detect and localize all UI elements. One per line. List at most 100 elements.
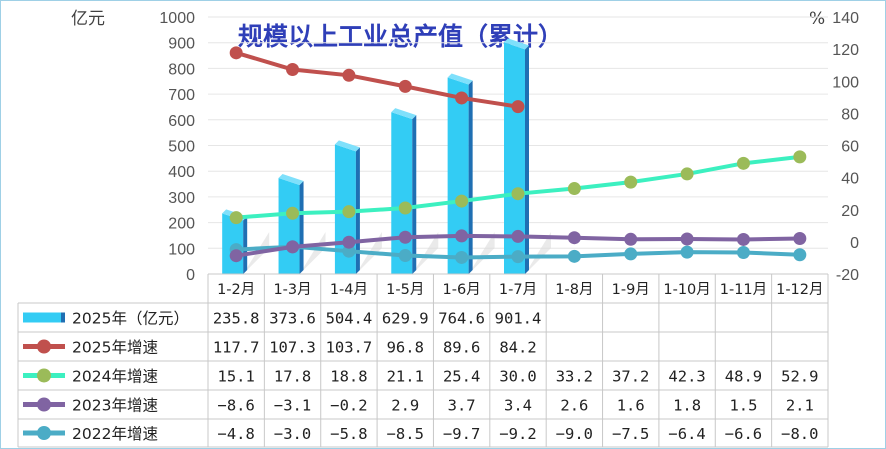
series-point: [455, 250, 469, 264]
series-point: [342, 244, 356, 258]
series-point: [229, 249, 243, 263]
table-cell-value: 629.9: [382, 310, 429, 328]
bar-side: [243, 216, 248, 274]
bar: [447, 77, 469, 274]
bar-shadow: [468, 232, 495, 274]
left-axis-tick-label: 500: [168, 139, 195, 156]
legend-swatch-marker: [37, 426, 51, 440]
table-cell-value: −6.4: [668, 425, 705, 443]
left-axis-tick-label: 100: [168, 241, 195, 258]
table-cell-value: 2.9: [391, 397, 419, 415]
left-axis-tick-label: 400: [168, 164, 195, 181]
category-label: 1-11月: [720, 282, 767, 298]
series-point: [567, 231, 581, 245]
table-cell-value: −6.6: [725, 425, 762, 443]
bar: [278, 177, 300, 274]
table-cell-value: 25.4: [443, 368, 480, 386]
category-label: 1-8月: [555, 282, 593, 298]
bar-top: [504, 38, 529, 50]
series-point: [342, 205, 356, 219]
bar-top: [334, 140, 360, 152]
category-label: 1-7月: [499, 282, 537, 298]
table-cell-value: 89.6: [443, 339, 480, 357]
table-cell-value: 84.2: [499, 339, 536, 357]
category-label: 1-6月: [443, 282, 481, 298]
category-label: 1-5月: [386, 282, 424, 298]
right-axis-tick-label: 0: [850, 235, 859, 252]
right-axis-tick-label: 20: [841, 203, 859, 220]
right-axis-tick-label: 120: [832, 42, 859, 59]
table-cell-value: 96.8: [387, 339, 424, 357]
category-label: 1-9月: [612, 282, 650, 298]
right-axis-tick-label: 60: [841, 139, 859, 156]
category-label: 1-3月: [273, 282, 311, 298]
legend-swatch-marker: [37, 368, 51, 383]
table-cell-value: 117.7: [213, 339, 260, 357]
table-cell-value: 37.2: [612, 368, 649, 386]
series-point: [286, 206, 300, 220]
table-cell-value: −5.8: [330, 425, 367, 443]
legend-label: 2024年增速: [72, 368, 158, 386]
category-label: 1-2月: [217, 282, 255, 298]
series-point: [229, 46, 243, 60]
series-point: [342, 68, 356, 82]
series-point: [398, 249, 412, 263]
table-cell-value: −4.8: [218, 425, 255, 443]
legend-swatch-marker: [37, 339, 51, 354]
table-cell-value: 18.8: [330, 368, 367, 386]
series-point: [286, 240, 300, 254]
legend-swatch-marker: [37, 397, 51, 412]
table-cell-value: 1.5: [729, 397, 757, 415]
left-axis-tick-label: 1000: [159, 10, 195, 27]
table-cell-value: 373.6: [269, 310, 316, 328]
series-point: [286, 63, 300, 77]
table-cell-value: 504.4: [326, 310, 373, 328]
table-cell-value: 2.6: [560, 397, 588, 415]
category-label: 1-10月: [663, 282, 710, 298]
series-point: [398, 201, 412, 215]
series-point: [398, 230, 412, 244]
series-point: [511, 187, 525, 201]
legend-label: 2022年增速: [72, 425, 158, 443]
table-cell-value: 2.1: [786, 397, 814, 415]
left-axis-tick-label: 600: [168, 113, 195, 130]
table-cell-value: 15.1: [218, 368, 255, 386]
table-cell-value: −9.2: [499, 425, 536, 443]
table-cell-value: 33.2: [556, 368, 593, 386]
legend-label: 2023年增速: [72, 397, 158, 415]
series-point: [455, 194, 469, 208]
table-cell-value: 235.8: [213, 310, 260, 328]
series-point: [342, 235, 356, 249]
legend-swatch-bar: [23, 312, 63, 323]
left-axis-tick-label: 300: [168, 190, 195, 207]
bar-shadow: [299, 232, 326, 274]
series-line: [235, 50, 519, 109]
series-point: [229, 211, 243, 225]
series-point: [511, 250, 525, 264]
table-cell-value: −8.6: [218, 397, 255, 415]
legend-label: 2025年（亿元）: [72, 310, 189, 328]
series-point: [793, 150, 807, 164]
table-cell-value: −3.0: [274, 425, 311, 443]
series-point: [680, 167, 694, 181]
table-cell-value: 103.7: [326, 339, 373, 357]
bar-side: [525, 45, 529, 275]
right-axis-tick-label: 100: [832, 74, 859, 91]
bar: [504, 42, 525, 275]
table-cell-value: −9.0: [556, 425, 593, 443]
bar-side: [412, 115, 417, 275]
table-cell-value: 17.8: [274, 368, 311, 386]
series-point: [680, 232, 694, 246]
table-cell-value: −3.1: [274, 397, 311, 415]
series-point: [398, 79, 412, 93]
legend-label: 2025年增速: [72, 339, 158, 357]
table-cell-value: −9.7: [443, 425, 480, 443]
series-point: [736, 232, 750, 246]
series-point: [624, 247, 638, 261]
left-axis-tick-label: 200: [168, 216, 195, 233]
bar-top: [447, 73, 473, 85]
table-cell-value: −0.2: [330, 397, 367, 415]
series-point: [567, 182, 581, 196]
